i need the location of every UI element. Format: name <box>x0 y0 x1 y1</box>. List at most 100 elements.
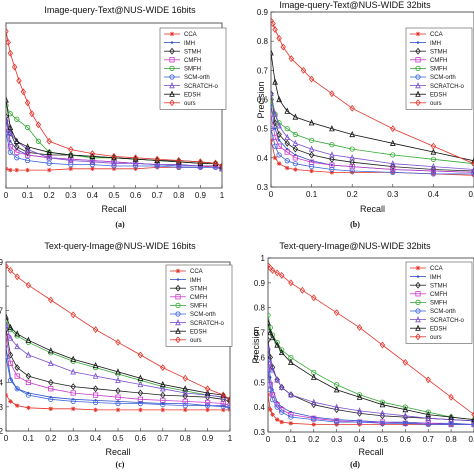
data-point <box>268 407 273 412</box>
legend: CCA IMH STMH CMFH SMFH SCM-orth SCRATCH-o EDSH o… <box>159 27 227 110</box>
legend-marker <box>169 82 175 89</box>
legend-marker <box>415 82 421 89</box>
data-point <box>284 133 291 141</box>
data-point <box>402 412 409 419</box>
x-tick-label: 0.3 <box>65 191 77 200</box>
legend-entry: ours <box>430 101 442 107</box>
data-point <box>6 392 9 398</box>
legend-entry: EDSH <box>190 329 207 335</box>
legend-marker <box>169 90 175 97</box>
legend-marker <box>415 31 421 37</box>
data-point <box>6 345 8 348</box>
legend-entry: CMFH <box>430 292 447 298</box>
x-axis-label: Recall <box>358 447 383 457</box>
data-point <box>292 139 299 146</box>
legend-marker <box>175 336 181 344</box>
data-point <box>268 262 271 269</box>
data-point <box>67 151 74 158</box>
data-point <box>92 326 99 334</box>
data-point <box>93 407 98 413</box>
chart-panel-1: 0 0.1 0.2 0.3 0.4 0.5 0.6 0.7 0.8 0.9 1 Image-query… <box>4 5 227 229</box>
data-point <box>182 385 189 392</box>
data-point <box>160 401 166 408</box>
series-line-CMFH <box>271 114 474 173</box>
data-point <box>350 170 355 175</box>
data-point <box>115 376 121 383</box>
legend-marker <box>415 291 421 297</box>
y-tick-label: 0.6 <box>254 353 266 362</box>
series-line-SCM-orth <box>271 128 474 175</box>
y-tick-label: 9 <box>0 258 4 267</box>
data-point <box>7 129 14 137</box>
data-point <box>272 26 278 33</box>
data-point <box>6 27 9 35</box>
legend-marker <box>175 302 181 308</box>
y-axis-label: Precision <box>251 326 261 363</box>
legend-entry: EDSH <box>184 92 201 98</box>
y-tick-label: 0.7 <box>257 66 269 75</box>
data-point <box>271 20 276 28</box>
data-point <box>24 124 31 131</box>
data-point <box>268 312 271 318</box>
data-point <box>268 329 274 336</box>
data-point <box>310 373 317 380</box>
data-point <box>271 90 274 98</box>
legend-entry: ours <box>184 101 196 107</box>
data-point <box>7 49 14 57</box>
data-point <box>271 96 274 103</box>
y-tick-label: 0.3 <box>257 183 269 192</box>
data-point <box>311 294 317 302</box>
data-point <box>47 359 54 367</box>
data-point <box>14 167 19 173</box>
data-point <box>182 403 188 409</box>
legend-marker <box>175 284 181 292</box>
data-point <box>24 143 31 150</box>
data-point <box>7 323 14 331</box>
x-tick-label: 0.3 <box>331 435 343 444</box>
data-point <box>176 164 182 170</box>
data-point <box>333 386 340 393</box>
data-point <box>48 378 54 386</box>
legend-marker <box>415 281 421 289</box>
data-point <box>115 394 121 400</box>
data-point <box>220 404 226 410</box>
data-point <box>448 393 454 401</box>
data-point <box>14 143 20 151</box>
data-point <box>47 167 52 173</box>
data-point <box>349 104 355 112</box>
data-point <box>329 155 335 163</box>
x-tick-label: 0.9 <box>468 435 474 444</box>
legend-entry: SMFH <box>430 67 447 73</box>
legend-entry: IMH <box>184 41 195 47</box>
data-point <box>89 150 96 158</box>
data-point <box>284 107 291 114</box>
data-point <box>46 148 53 155</box>
data-point <box>403 422 408 427</box>
series-line-ours <box>271 20 474 165</box>
data-point <box>47 347 54 354</box>
data-point <box>268 358 274 366</box>
legend-entry: CMFH <box>190 295 207 301</box>
chart-title: Image-query-Text@NUS-WIDE 16bits <box>44 5 196 15</box>
legend-marker <box>175 294 181 300</box>
y-tick-label: 4 <box>0 379 4 388</box>
data-point <box>182 374 188 382</box>
data-point <box>292 161 298 167</box>
data-point <box>277 139 281 142</box>
legend-marker <box>415 90 421 97</box>
x-axis-label: Recall <box>360 204 385 214</box>
data-point <box>93 399 99 406</box>
legend-entry: SCRATCH-o <box>430 318 465 324</box>
data-point <box>271 126 274 132</box>
data-point <box>349 130 356 138</box>
data-point <box>402 358 409 366</box>
legend-entry: STMH <box>430 49 447 55</box>
data-point <box>7 144 13 150</box>
x-tick-label: 0 <box>266 435 271 444</box>
y-tick-label: 0.9 <box>257 8 269 17</box>
data-point <box>29 110 35 118</box>
legend-marker <box>169 57 175 63</box>
data-point <box>279 271 285 279</box>
data-point <box>15 403 20 408</box>
